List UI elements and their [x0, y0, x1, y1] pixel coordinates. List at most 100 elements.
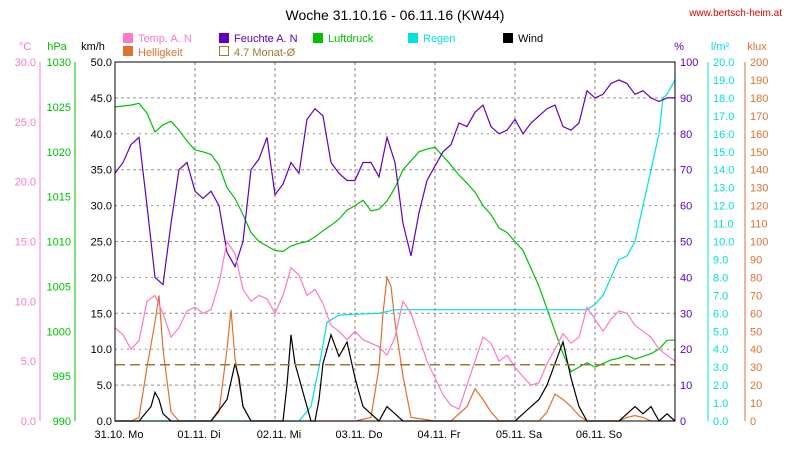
tick-label-rain: 9.0: [713, 254, 728, 266]
tick-label-humidity: 0: [680, 416, 686, 428]
tick-label-humidity: 70: [680, 165, 692, 177]
tick-label-humidity: 100: [680, 57, 698, 69]
tick-label-pressure: 995: [53, 371, 71, 383]
x-tick-label: 01.11. Di: [177, 429, 220, 441]
tick-label-temperature: 15.0: [15, 237, 36, 249]
tick-label-light: 180: [750, 93, 768, 105]
tick-label-rain: 15.0: [713, 147, 734, 159]
tick-label-temperature: 25.0: [15, 117, 36, 129]
tick-label-wind: 0.0: [97, 416, 112, 428]
tick-label-light: 160: [750, 129, 768, 141]
plot-area: [114, 61, 676, 422]
axis-unit-wind: km/h: [81, 41, 105, 53]
legend-swatch-humidity: [219, 33, 229, 43]
tick-label-rain: 0.0: [713, 416, 728, 428]
legend-label-light: Helligkeit: [138, 47, 183, 59]
legend-label-pressure: Luftdruck: [328, 33, 374, 45]
tick-label-rain: 20.0: [713, 57, 734, 69]
tick-label-temperature: 30.0: [15, 57, 36, 69]
tick-label-humidity: 20: [680, 344, 692, 356]
legend-label-rain: Regen: [423, 33, 455, 45]
legend-swatch-pressure: [313, 33, 323, 43]
tick-label-wind: 20.0: [91, 272, 112, 284]
tick-label-wind: 45.0: [91, 93, 112, 105]
tick-label-light: 120: [750, 201, 768, 213]
series-line-wind: [115, 332, 676, 422]
axis-unit-rain: l/m²: [711, 41, 730, 53]
tick-label-rain: 8.0: [713, 272, 728, 284]
tick-label-rain: 11.0: [713, 219, 734, 231]
tick-label-light: 170: [750, 111, 768, 123]
x-tick-label: 03.11. Do: [336, 429, 383, 441]
tick-label-light: 10: [750, 398, 762, 410]
ticks-layer: 31.10. Mo 01.11. Di 02.11. Mi 03.11. Do 04.1…: [15, 57, 769, 441]
tick-label-light: 40: [750, 344, 762, 356]
tick-label-light: 70: [750, 290, 762, 302]
tick-label-rain: 6.0: [713, 308, 728, 320]
tick-label-light: 50: [750, 326, 762, 338]
series-line-temp-a-n: [114, 239, 676, 410]
tick-label-wind: 50.0: [91, 57, 112, 69]
source-label: www.bertsch-heim.at: [688, 8, 782, 19]
legend-label-humidity: Feuchte A. N: [234, 33, 298, 45]
tick-label-rain: 13.0: [713, 183, 734, 195]
tick-label-humidity: 60: [680, 201, 692, 213]
tick-label-humidity: 10: [680, 380, 692, 392]
tick-label-rain: 7.0: [713, 290, 728, 302]
tick-label-light: 60: [750, 308, 762, 320]
axis-unit-light: klux: [747, 41, 767, 53]
tick-label-light: 0: [750, 416, 756, 428]
tick-label-light: 200: [750, 57, 768, 69]
tick-label-rain: 16.0: [713, 129, 734, 141]
legend-swatch-monthly-avg: [219, 46, 229, 56]
tick-label-wind: 30.0: [91, 201, 112, 213]
tick-label-rain: 5.0: [713, 326, 728, 338]
series-line-feuchte-a-n: [114, 79, 675, 286]
x-tick-label: 06.11. So: [576, 429, 622, 441]
tick-label-light: 90: [750, 254, 762, 266]
legend-swatch-light: [123, 46, 133, 56]
tick-label-light: 110: [750, 219, 768, 231]
tick-label-light: 130: [750, 183, 768, 195]
legend-swatch-temp: [123, 33, 133, 43]
legend-label-wind: Wind: [518, 33, 543, 45]
series-line-helligkeit: [115, 275, 675, 422]
tick-label-wind: 40.0: [91, 129, 112, 141]
tick-label-rain: 14.0: [713, 165, 734, 177]
x-tick-label: 04.11. Fr: [417, 429, 461, 441]
tick-label-light: 190: [750, 75, 768, 87]
tick-label-wind: 15.0: [91, 308, 112, 320]
tick-label-temperature: 5.0: [21, 356, 36, 368]
tick-label-light: 100: [750, 237, 768, 249]
tick-label-rain: 2.0: [713, 380, 728, 392]
tick-label-rain: 17.0: [713, 111, 734, 123]
tick-label-wind: 5.0: [97, 380, 112, 392]
legend-swatch-wind: [503, 33, 513, 43]
legend-swatch-rain: [408, 33, 418, 43]
legend-label-monthly-avg: 4.7 Monat-Ø: [234, 47, 296, 59]
tick-label-light: 140: [750, 165, 768, 177]
tick-label-pressure: 1000: [47, 326, 71, 338]
tick-label-rain: 4.0: [713, 344, 728, 356]
tick-label-pressure: 1010: [47, 237, 71, 249]
tick-label-pressure: 1020: [47, 147, 71, 159]
tick-label-light: 30: [750, 362, 762, 374]
tick-label-light: 20: [750, 380, 762, 392]
tick-label-humidity: 90: [680, 93, 692, 105]
legend-label-temp: Temp. A. N: [138, 33, 192, 45]
chart-title: Woche 31.10.16 - 06.11.16 (KW44): [286, 7, 505, 23]
tick-label-rain: 12.0: [713, 201, 734, 213]
tick-label-light: 80: [750, 272, 762, 284]
tick-label-pressure: 1025: [47, 102, 71, 114]
axis-unit-pressure: hPa: [47, 41, 67, 53]
tick-label-humidity: 80: [680, 129, 692, 141]
tick-label-rain: 3.0: [713, 362, 728, 374]
tick-label-pressure: 990: [53, 416, 71, 428]
axis-unit-temperature: °C: [19, 41, 31, 53]
x-tick-label: 05.11. Sa: [496, 429, 543, 441]
tick-label-temperature: 0.0: [21, 416, 36, 428]
tick-label-rain: 1.0: [713, 398, 728, 410]
series-layer: [114, 79, 676, 422]
tick-label-rain: 10.0: [713, 237, 734, 249]
